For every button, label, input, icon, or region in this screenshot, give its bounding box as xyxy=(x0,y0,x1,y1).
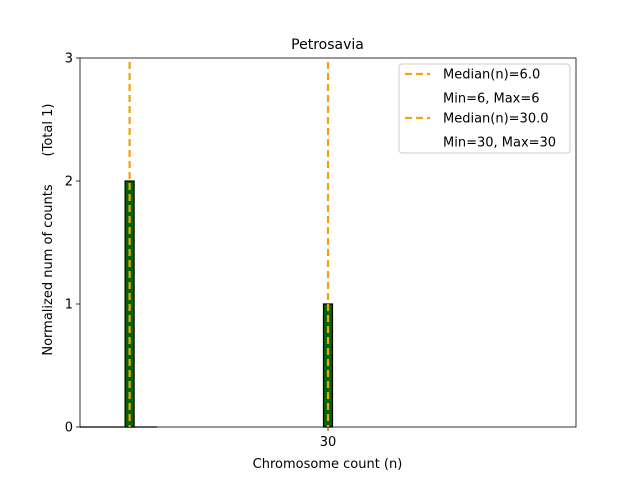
x-axis: 30 xyxy=(320,427,337,450)
y-tick-label: 3 xyxy=(65,52,73,67)
legend-minmax-label-2: Min=30, Max=30 xyxy=(443,136,556,151)
y-axis: 0 1 2 3 xyxy=(65,52,80,436)
x-axis-label: Chromosome count (n) xyxy=(253,457,403,472)
y-tick-label: 2 xyxy=(65,175,73,190)
legend-median-label-1: Median(n)=6.0 xyxy=(443,68,540,83)
legend-minmax-label-1: Min=6, Max=6 xyxy=(443,92,540,107)
y-axis-label: Normalized num of counts xyxy=(41,184,56,355)
y-tick-label: 1 xyxy=(65,298,73,313)
chart-title: Petrosavia xyxy=(291,37,364,53)
y-tick-label: 0 xyxy=(65,421,73,436)
y-axis-total-label: (Total 1) xyxy=(41,104,56,157)
legend-median-label-2: Median(n)=30.0 xyxy=(443,112,549,127)
median-layer xyxy=(128,62,330,427)
bars-layer xyxy=(124,180,334,428)
legend-entries: Median(n)=6.0 Min=6, Max=6 Median(n)=30.0 M… xyxy=(405,68,556,151)
x-tick-label: 30 xyxy=(320,435,337,450)
legend-box xyxy=(398,63,571,154)
legend: Median(n)=6.0 Min=6, Max=6 Median(n)=30.0 M… xyxy=(398,63,571,154)
